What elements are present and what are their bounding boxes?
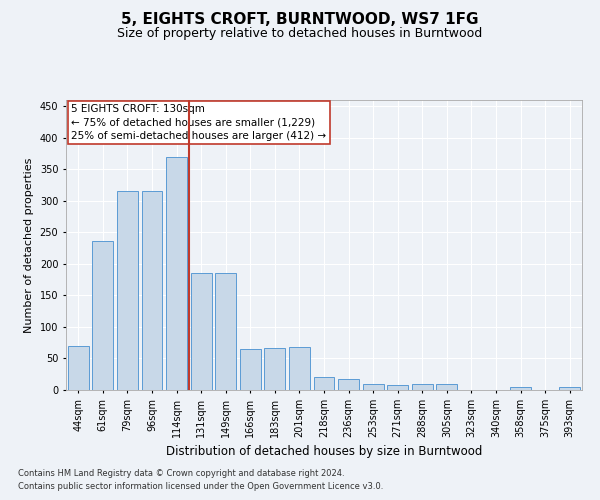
Bar (559, 388, 580, 390)
Bar (510, 388, 531, 390)
Y-axis label: Number of detached properties: Number of detached properties (24, 158, 34, 332)
Text: Contains HM Land Registry data © Crown copyright and database right 2024.: Contains HM Land Registry data © Crown c… (18, 468, 344, 477)
Text: Contains public sector information licensed under the Open Government Licence v3: Contains public sector information licen… (18, 482, 383, 491)
Bar (166, 156, 187, 390)
Bar (68, 346, 89, 390)
Bar (314, 378, 334, 390)
Text: 5 EIGHTS CROFT: 130sqm
← 75% of detached houses are smaller (1,229)
25% of semi-: 5 EIGHTS CROFT: 130sqm ← 75% of detached… (71, 104, 326, 141)
Bar (387, 385, 408, 390)
Bar (436, 384, 457, 390)
Bar (338, 378, 359, 390)
Bar (240, 349, 261, 390)
X-axis label: Distribution of detached houses by size in Burntwood: Distribution of detached houses by size … (166, 446, 482, 458)
Bar (92, 241, 113, 390)
Bar (265, 348, 286, 390)
Bar (215, 274, 236, 390)
Bar (289, 347, 310, 390)
Bar (412, 384, 433, 390)
Text: Size of property relative to detached houses in Burntwood: Size of property relative to detached ho… (118, 28, 482, 40)
Bar (117, 192, 138, 390)
Bar (362, 384, 383, 390)
Bar (142, 192, 163, 390)
Bar (191, 274, 212, 390)
Text: 5, EIGHTS CROFT, BURNTWOOD, WS7 1FG: 5, EIGHTS CROFT, BURNTWOOD, WS7 1FG (121, 12, 479, 28)
